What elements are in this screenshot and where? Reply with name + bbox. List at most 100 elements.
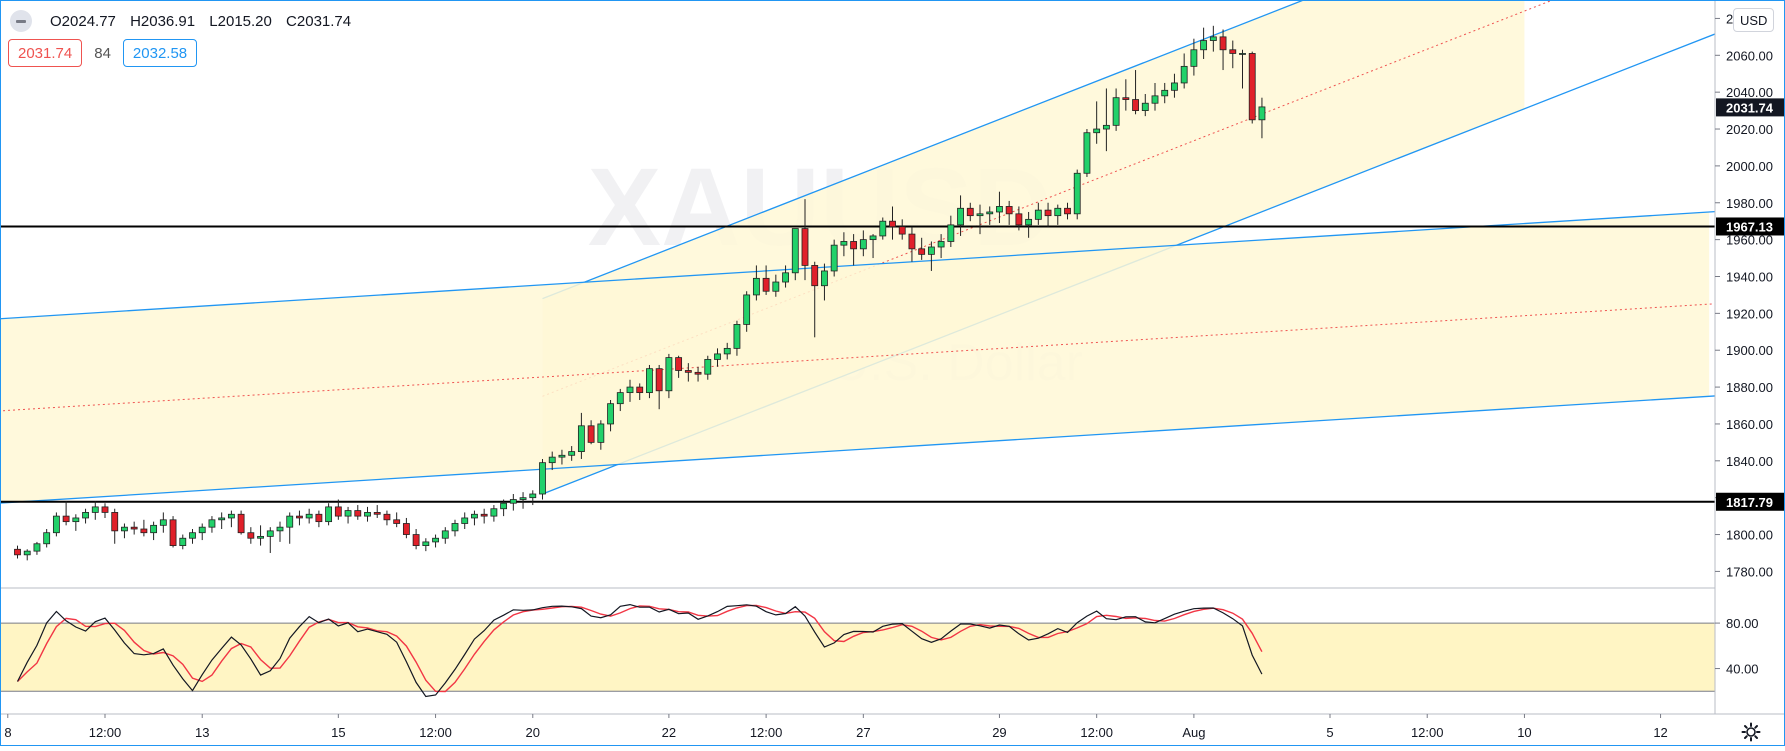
candle-body (928, 247, 934, 254)
candle-body (1230, 50, 1236, 54)
candle-body (1055, 208, 1061, 215)
time-tick-label: 22 (662, 725, 676, 740)
candle-body (899, 227, 905, 234)
candle-body (335, 507, 341, 516)
candle-body (345, 511, 351, 517)
stochastic-tick-label: 80.00 (1726, 616, 1759, 631)
candle-body (1142, 103, 1148, 110)
level-price-label-0: 1967.13 (1726, 219, 1773, 234)
stochastic-panel (0, 588, 1785, 697)
candle-body (530, 494, 536, 498)
time-tick-label: 12:00 (419, 725, 452, 740)
time-tick-label: 29 (992, 725, 1006, 740)
time-tick-label: 13 (195, 725, 209, 740)
candle-body (1220, 37, 1226, 50)
candle-body (364, 512, 370, 516)
candle-body (812, 265, 818, 285)
buy-price-button[interactable]: 2032.58 (123, 39, 197, 67)
candle-body (306, 514, 312, 518)
ohlc-legend: O2024.77 H2036.91 L2015.20 C2031.74 (10, 10, 361, 32)
candle-body (1181, 66, 1187, 83)
candle-body (1259, 107, 1265, 120)
candle-body (958, 208, 964, 225)
ohlc-values: O2024.77 H2036.91 L2015.20 C2031.74 (50, 13, 361, 30)
candle-body (1064, 208, 1070, 214)
candle-body (112, 512, 118, 530)
last-price-label: 2031.74 (1726, 100, 1774, 115)
candle-body (102, 507, 108, 513)
collapse-legend-icon[interactable] (10, 10, 32, 32)
candle-body (14, 549, 20, 555)
candle-body (744, 295, 750, 324)
candle-body (714, 354, 720, 360)
candle-body (510, 500, 516, 504)
candle-body (1084, 133, 1090, 174)
candle-body (151, 525, 157, 532)
price-tick-label: 2020.00 (1726, 122, 1773, 137)
time-tick-label: 27 (856, 725, 870, 740)
candle-body (83, 512, 89, 518)
candle-body (705, 359, 711, 374)
time-tick-label: 12:00 (89, 725, 122, 740)
candle-body (121, 527, 127, 531)
price-tick-label: 1840.00 (1726, 454, 1773, 469)
time-tick-label: Aug (1182, 725, 1205, 740)
open-value: O2024.77 (50, 13, 116, 30)
candle-body (160, 520, 166, 526)
price-tick-label: 2040.00 (1726, 85, 1773, 100)
candle-body (180, 538, 186, 545)
candle-body (170, 520, 176, 546)
candle-body (753, 278, 759, 295)
candle-body (821, 271, 827, 286)
currency-button[interactable]: USD (1733, 8, 1774, 32)
candle-body (685, 370, 691, 372)
candle-body (316, 514, 322, 521)
candle-body (462, 518, 468, 524)
candle-body (1045, 210, 1051, 216)
bid-ask-panel: 2031.74 84 2032.58 (8, 39, 197, 67)
candle-body (569, 452, 575, 456)
candle-body (442, 531, 448, 538)
candle-body (1133, 100, 1139, 111)
candle-body (452, 523, 458, 530)
candle-body (1094, 129, 1100, 133)
time-tick-label: 5 (1326, 725, 1333, 740)
price-tick-label: 1800.00 (1726, 528, 1773, 543)
price-axis: 1780.001800.001820.001840.001860.001880.… (1715, 0, 1785, 746)
candle-body (248, 533, 254, 539)
candle-body (1239, 53, 1245, 54)
candle-body (1103, 125, 1109, 129)
spread-value: 84 (94, 45, 111, 62)
candle-body (734, 324, 740, 348)
candle-body (889, 221, 895, 227)
settings-gear-icon[interactable] (1741, 722, 1761, 742)
candle-body (773, 282, 779, 291)
candle-body (977, 214, 983, 216)
sell-price-button[interactable]: 2031.74 (8, 39, 82, 67)
candle-body (1006, 206, 1012, 213)
candle-body (676, 358, 682, 371)
candle-body (1210, 37, 1216, 41)
time-tick-label: 10 (1517, 725, 1531, 740)
candle-body (1035, 210, 1041, 219)
candle-body (394, 520, 400, 524)
candle-body (53, 516, 59, 533)
candle-body (1249, 53, 1255, 119)
high-value: H2036.91 (130, 13, 195, 30)
stochastic-tick-label: 40.00 (1726, 662, 1759, 677)
price-tick-label: 2000.00 (1726, 159, 1773, 174)
candle-body (578, 426, 584, 452)
price-tick-label: 1860.00 (1726, 417, 1773, 432)
candle-body (501, 503, 507, 509)
candle-body (296, 516, 302, 518)
candle-body (802, 229, 808, 266)
price-tick-label: 1980.00 (1726, 196, 1773, 211)
candle-body (384, 514, 390, 520)
candle-body (1074, 173, 1080, 214)
candle-body (880, 221, 886, 236)
candle-body (549, 457, 555, 463)
candle-body (938, 241, 944, 247)
